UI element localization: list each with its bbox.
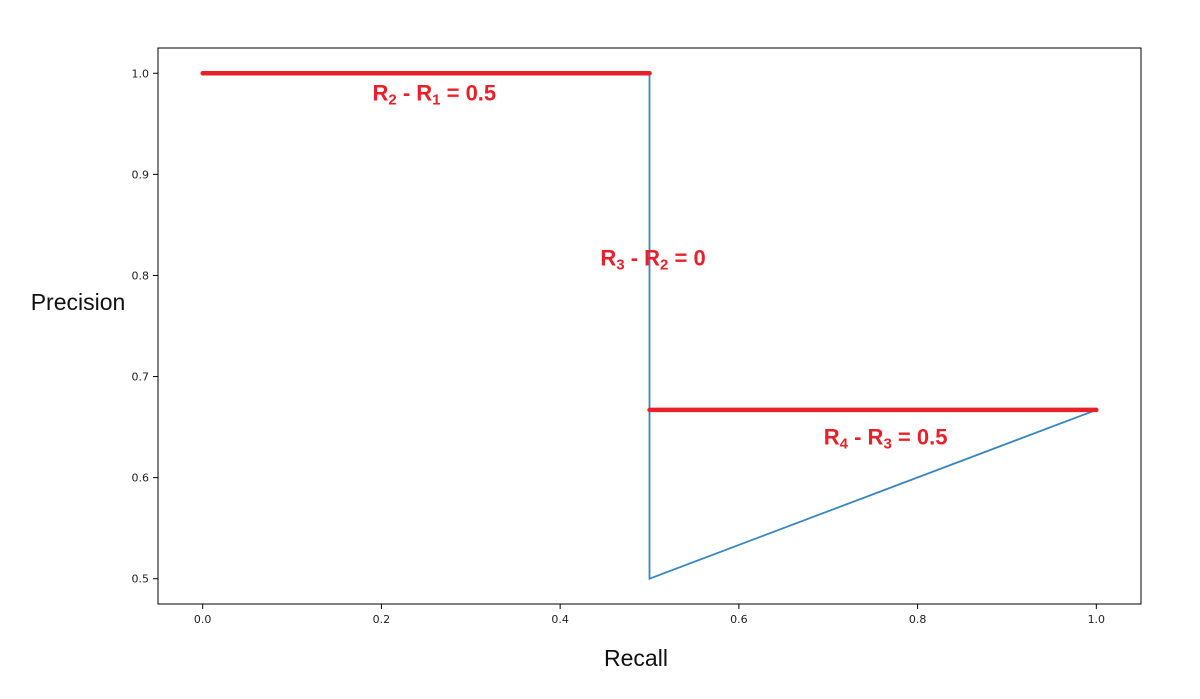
x-tick-label: 0.8	[909, 613, 927, 626]
recall-difference-annotation: R2 - R1 = 0.5	[372, 81, 496, 109]
y-tick-label: 0.5	[132, 573, 150, 586]
y-tick-label: 0.9	[132, 168, 150, 181]
plot-area-frame	[157, 47, 1142, 605]
x-tick-label: 0.4	[551, 613, 569, 626]
x-axis: 0.0 0.2 0.4 0.6 0.8 1.0	[194, 604, 1105, 626]
series-layer	[648, 73, 1097, 581]
x-tick-label: 1.0	[1088, 613, 1106, 626]
precision-recall-line	[648, 73, 1097, 581]
x-tick-label: 0.0	[194, 613, 212, 626]
y-axis-title: Precision	[31, 289, 126, 315]
x-tick-label: 0.6	[730, 613, 748, 626]
y-tick-label: 0.8	[132, 269, 150, 282]
annotation-layer: R2 - R1 = 0.5 R3 - R2 = 0 R4 - R3 = 0.5	[372, 81, 947, 453]
recall-difference-annotation: R4 - R3 = 0.5	[824, 424, 948, 452]
highlight-layer	[200, 71, 1099, 413]
x-tick-label: 0.2	[373, 613, 391, 626]
x-axis-title: Recall	[604, 645, 668, 671]
recall-difference-annotation: R3 - R2 = 0	[600, 245, 705, 273]
y-tick-label: 0.7	[132, 371, 150, 384]
y-tick-label: 1.0	[132, 67, 150, 80]
y-tick-label: 0.6	[132, 472, 150, 485]
y-axis: 0.5 0.6 0.7 0.8 0.9 1.0	[132, 67, 158, 586]
